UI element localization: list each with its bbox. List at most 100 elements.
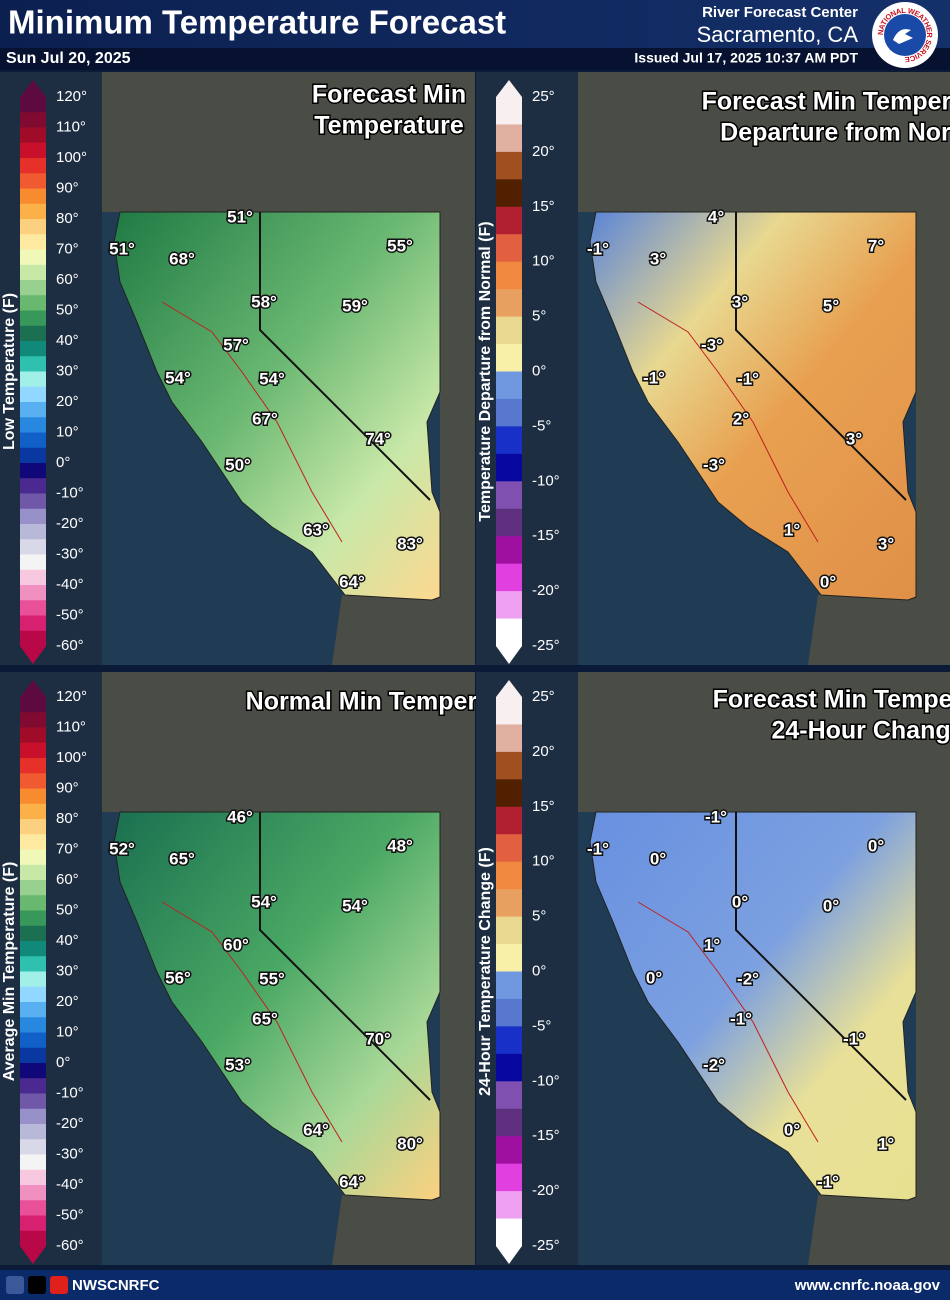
temperature-label: 59°	[342, 296, 368, 315]
scale-tick-label: 5°	[532, 308, 546, 325]
scale-band	[20, 1063, 46, 1079]
temperature-label: 80°	[397, 1134, 423, 1153]
scale-band	[20, 1017, 46, 1033]
temperature-label: 0°	[646, 968, 662, 987]
scale-band	[20, 310, 46, 327]
scale-tick-label: -10°	[532, 472, 560, 489]
scale-band	[20, 280, 46, 296]
scale-tick-label: -60°	[56, 637, 84, 654]
temperature-label: 54°	[251, 892, 277, 911]
scale-tick-label: 90°	[56, 779, 79, 796]
map: -1° -1° 0° 0° 0° 0° 1° 0° -2° -1° -1° -2° 0° 1° -1° For…	[578, 672, 950, 1265]
logo-bolt	[893, 29, 913, 44]
temperature-label: 0°	[823, 896, 839, 915]
scale-band	[20, 1032, 46, 1049]
scale-band	[496, 1163, 522, 1192]
scale-band	[20, 356, 46, 372]
river-line	[161, 301, 343, 543]
scale-band	[496, 1136, 522, 1165]
panel: 4° -1° 3° 7° 3° 5° -3° -1° -1° 2° 3° -3° 1° 3° 0° Forec…	[476, 72, 950, 665]
scale-band	[496, 1191, 522, 1220]
scale-arrow-bottom	[20, 1246, 46, 1264]
temperature-label: -1°	[705, 807, 727, 826]
temperature-label: -1°	[817, 1172, 839, 1191]
temperature-label: -3°	[701, 335, 723, 354]
scale-band	[20, 697, 46, 713]
scale-band	[496, 1026, 522, 1055]
scale-tick-label: -50°	[56, 606, 84, 623]
scale-tick-label: -20°	[532, 1182, 560, 1199]
scale-band	[20, 742, 46, 759]
scale-band	[496, 944, 522, 972]
temperature-label: 63°	[303, 520, 329, 539]
scale-band	[496, 206, 522, 235]
scale-band	[20, 803, 46, 820]
surrounding-land	[102, 672, 475, 1265]
temperature-label: 3°	[878, 534, 894, 553]
scale-band	[496, 97, 522, 125]
scale-tick-label: 40°	[56, 932, 79, 949]
temperature-label: 54°	[342, 896, 368, 915]
scale-band	[20, 910, 46, 927]
scale-tick-label: -20°	[56, 515, 84, 532]
state-border	[735, 212, 907, 501]
temperature-label: 0°	[732, 892, 748, 911]
scale-band	[20, 834, 46, 850]
x-icon	[28, 1276, 46, 1294]
scale-tick-label: 80°	[56, 210, 79, 227]
scale-band	[496, 861, 522, 890]
scale-band	[20, 402, 46, 418]
scale-tick-label: 30°	[56, 962, 79, 979]
scale-arrow-top	[496, 80, 522, 97]
scale-band	[20, 463, 46, 479]
scale-band	[496, 806, 522, 835]
scale-band	[20, 97, 46, 113]
scale-tick-label: -10°	[532, 1072, 560, 1089]
surrounding-land	[578, 72, 950, 665]
scale-arrow-top	[20, 680, 46, 697]
scale-band	[20, 1169, 46, 1186]
temperature-label: 7°	[868, 236, 884, 255]
header-bar	[0, 0, 950, 48]
scale-band	[496, 508, 522, 537]
scale-tick-label: 100°	[56, 149, 87, 166]
scale-tick-label: 0°	[56, 454, 70, 471]
temperature-label: 46°	[227, 807, 253, 826]
valid-date: Sun Jul 20, 2025	[6, 50, 131, 67]
scale-tick-label: 40°	[56, 332, 79, 349]
temperature-label: 68°	[169, 249, 195, 268]
scale-band	[496, 398, 522, 427]
scale-tick-label: 25°	[532, 688, 555, 705]
temperature-label: -1°	[587, 839, 609, 858]
location: Sacramento, CA	[697, 22, 859, 47]
temperature-label: 0°	[784, 1120, 800, 1139]
scale-band	[20, 493, 46, 510]
forecast-area	[589, 811, 917, 1201]
scale-band	[20, 234, 46, 250]
scale-band	[20, 773, 46, 789]
scale-tick-label: 70°	[56, 240, 79, 257]
scale-tick-label: 50°	[56, 301, 79, 318]
scale-band	[20, 219, 46, 235]
scale-band	[20, 569, 46, 586]
scale-tick-label: -60°	[56, 1237, 84, 1254]
scale-tick-label: -25°	[532, 1237, 560, 1254]
scale-band	[20, 1124, 46, 1140]
scale-band	[20, 325, 46, 342]
scale-band	[20, 1093, 46, 1110]
temperature-label: 64°	[339, 1172, 365, 1191]
temperature-label: -1°	[643, 368, 665, 387]
panel-title: Temperature	[314, 112, 464, 140]
scale-band	[496, 344, 522, 372]
scale-tick-label: -40°	[56, 576, 84, 593]
temperature-label: -1°	[843, 1029, 865, 1048]
forecast-area	[113, 811, 441, 1201]
scale-band	[20, 203, 46, 220]
forecast-area	[113, 211, 441, 601]
scale-tick-label: -50°	[56, 1206, 84, 1223]
scale-band	[496, 316, 522, 345]
scale-tick-label: 15°	[532, 198, 555, 215]
scale-tick-label: -20°	[56, 1115, 84, 1132]
temperature-label: 0°	[868, 836, 884, 855]
scale-arrow-bottom	[496, 646, 522, 664]
